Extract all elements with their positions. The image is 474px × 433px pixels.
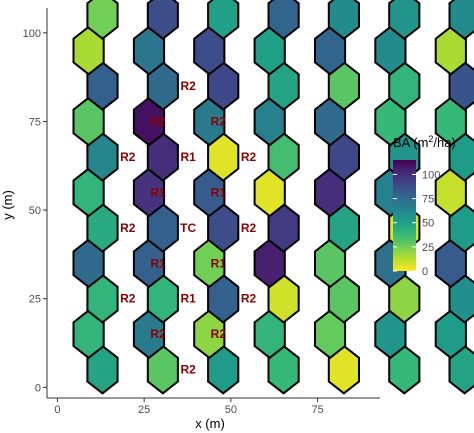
hex-annotation-label: R2 bbox=[150, 327, 166, 341]
legend-title: BA (m2/ha) bbox=[393, 134, 456, 150]
hex-cell bbox=[327, 0, 360, 40]
hex-annotation-label: R2 bbox=[150, 114, 166, 128]
colorbar-tick-label: 100 bbox=[422, 169, 440, 181]
x-tick-label: 25 bbox=[138, 404, 150, 416]
y-tick-label: 25 bbox=[29, 294, 41, 306]
colorbar-ticks: 0 25 50 75 100 bbox=[393, 169, 440, 278]
hex-annotation-label: R2 bbox=[181, 79, 197, 93]
hex-annotation-label: R1 bbox=[181, 292, 197, 306]
colorbar bbox=[393, 160, 416, 271]
hex-annotation-label: TC bbox=[180, 221, 196, 235]
hex-annotation-label: R1 bbox=[150, 256, 166, 270]
hex-annotation-label: R2 bbox=[120, 292, 136, 306]
colorbar-tick-label: 25 bbox=[422, 242, 434, 254]
colorbar-tick-label: 75 bbox=[422, 194, 434, 206]
colorbar-tick-label: 50 bbox=[422, 218, 434, 230]
y-axis-ticks: 0 25 50 75 100 bbox=[23, 28, 47, 394]
hex-cell bbox=[448, 0, 474, 40]
hex-annotation-label: R1 bbox=[211, 185, 227, 199]
hex-annotation-label: R2 bbox=[211, 327, 227, 341]
hex-annotation-label: R2 bbox=[181, 363, 197, 377]
hex-cell bbox=[388, 0, 421, 40]
hex-cell bbox=[207, 0, 240, 40]
x-tick-label: 75 bbox=[311, 404, 323, 416]
x-tick-label: 50 bbox=[225, 404, 237, 416]
hex-cells bbox=[72, 0, 474, 395]
hex-annotation-label: R1 bbox=[181, 150, 197, 164]
hex-annotation-label: R2 bbox=[120, 150, 136, 164]
hex-annotation-label: R2 bbox=[211, 114, 227, 128]
y-tick-label: 50 bbox=[29, 205, 41, 217]
hex-cell bbox=[86, 0, 119, 40]
hex-cell bbox=[146, 0, 179, 40]
hex-annotation-label: R2 bbox=[120, 221, 136, 235]
hex-annotations: R2 R2 R2 R2 R1 R2 R1 R1 R2 TC R2 R1 R1 R2 R1 R2 R2 R2 R2 bbox=[120, 79, 256, 377]
plot-panel: R2 R2 R2 R2 R1 R2 R1 R1 R2 TC R2 R1 R1 R2 R1 R2 R2 R2 R2 0… bbox=[23, 0, 474, 416]
x-axis-ticks: 0 25 50 75 bbox=[54, 398, 324, 416]
x-tick-label: 0 bbox=[54, 404, 60, 416]
x-axis-title: x (m) bbox=[195, 416, 225, 431]
colorbar-tick-label: 0 bbox=[422, 266, 428, 278]
y-tick-label: 75 bbox=[29, 116, 41, 128]
colorbar-legend: BA (m2/ha) 0 25 50 75 100 bbox=[393, 134, 456, 278]
hex-cell bbox=[267, 0, 300, 40]
hex-annotation-label: R2 bbox=[241, 221, 257, 235]
y-tick-label: 0 bbox=[35, 382, 41, 394]
y-tick-label: 100 bbox=[23, 28, 41, 40]
hex-annotation-label: R2 bbox=[241, 292, 257, 306]
hex-annotation-label: R2 bbox=[241, 150, 257, 164]
hex-annotation-label: R1 bbox=[150, 185, 166, 199]
y-axis-title: y (m) bbox=[0, 190, 15, 220]
hex-annotation-label: R1 bbox=[211, 256, 227, 270]
